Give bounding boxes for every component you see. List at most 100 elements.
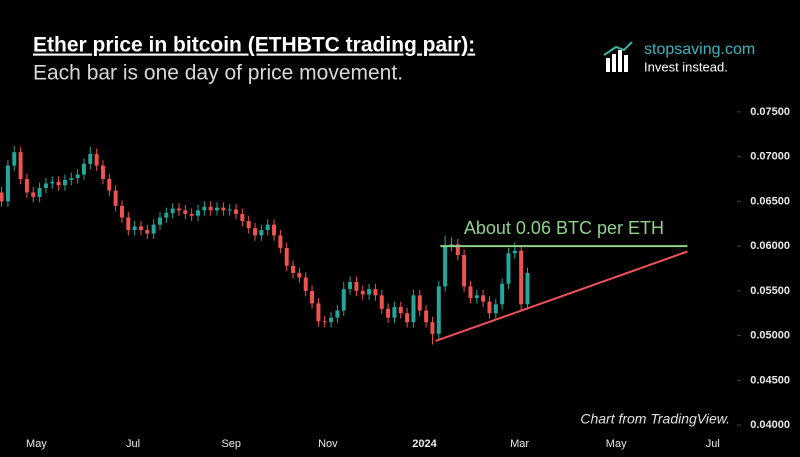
- candle-body: [272, 224, 277, 236]
- candle-body: [512, 250, 517, 254]
- candle-body: [341, 289, 346, 311]
- candle-body: [462, 255, 467, 287]
- candle-body: [487, 301, 492, 314]
- candle-body: [12, 152, 17, 166]
- candle-body: [310, 290, 315, 304]
- candle-body: [138, 226, 143, 231]
- candle-body: [234, 209, 239, 214]
- candle-body: [221, 207, 226, 211]
- candle-body: [424, 310, 429, 323]
- candle-body: [474, 295, 479, 299]
- candle-body: [56, 181, 61, 186]
- candle-body: [329, 317, 334, 323]
- candle-body: [500, 283, 505, 305]
- candle-body: [291, 265, 296, 273]
- plot-area: 0.04000 0.04500 0.05000 0.05500 0.06000 0.065…: [0, 106, 790, 450]
- y-tick-label: 0.05500: [750, 285, 790, 297]
- candle-body: [183, 210, 188, 214]
- candle-body: [316, 303, 321, 322]
- y-tick-label: 0.06000: [750, 240, 790, 252]
- candle-body: [62, 179, 67, 186]
- candle-body: [468, 286, 473, 299]
- candle-body: [94, 153, 99, 166]
- candle-body: [335, 310, 340, 318]
- candle-body: [398, 306, 403, 314]
- candle-body: [100, 165, 105, 180]
- y-tick-label: 0.04500: [750, 374, 790, 386]
- candle-body: [481, 295, 486, 302]
- candle-body: [297, 272, 302, 278]
- candle-body: [493, 304, 498, 314]
- candle-body: [278, 235, 283, 248]
- candle-body: [265, 224, 270, 231]
- candle-body: [405, 313, 410, 323]
- candle-body: [37, 187, 42, 197]
- candle-body: [227, 209, 232, 211]
- candle-body: [354, 281, 359, 291]
- candle-body: [50, 181, 55, 184]
- candle-body: [81, 163, 86, 175]
- x-tick-label: Jul: [126, 438, 140, 450]
- chart-title: Ether price in bitcoin (ETHBTC trading p…: [33, 34, 475, 57]
- candle-body: [24, 179, 29, 193]
- x-tick-label: Jul: [706, 438, 720, 450]
- brand-name: stopsaving.com: [644, 41, 755, 58]
- candle-body: [246, 221, 251, 229]
- annotation-label: About 0.06 BTC per ETH: [464, 218, 664, 238]
- candle-body: [240, 213, 245, 222]
- candle-body: [157, 217, 162, 225]
- candle-body: [348, 281, 353, 290]
- candle-body: [176, 208, 181, 211]
- candle-body: [132, 226, 137, 231]
- candle-body: [360, 290, 365, 295]
- candle-body: [69, 178, 74, 180]
- candle-body: [436, 286, 441, 334]
- candle-body: [31, 192, 36, 197]
- candle-body: [215, 207, 220, 211]
- candle-body: [189, 213, 194, 216]
- candle-body: [392, 306, 397, 318]
- x-tick-label: Nov: [318, 438, 338, 450]
- candle-body: [525, 272, 530, 305]
- candle-body: [18, 152, 23, 180]
- candle-body: [202, 206, 207, 211]
- candle-body: [75, 174, 80, 179]
- candle-body: [443, 246, 448, 287]
- x-tick-label: Mar: [510, 438, 529, 450]
- candle-body: [411, 295, 416, 323]
- candle-body: [43, 183, 48, 188]
- candle-body: [417, 295, 422, 311]
- candle-body: [455, 244, 460, 256]
- candle-body: [208, 206, 213, 211]
- candle-body: [253, 228, 258, 236]
- candle-body: [113, 190, 118, 206]
- candle-body: [151, 224, 156, 234]
- brand-logo: [603, 41, 633, 72]
- y-tick-label: 0.04000: [750, 419, 790, 431]
- candle-body: [303, 277, 308, 291]
- x-tick-label: Sep: [221, 438, 241, 450]
- y-tick-label: 0.05000: [750, 330, 790, 342]
- chart-subtitle: Each bar is one day of price movement.: [33, 62, 403, 85]
- candle-body: [379, 295, 384, 309]
- candle-body: [506, 253, 511, 284]
- candle-body: [284, 247, 289, 266]
- candle-body: [430, 322, 435, 334]
- brand-tagline: Invest instead.: [644, 59, 728, 74]
- y-tick-label: 0.06500: [750, 195, 790, 207]
- candle-body: [196, 210, 201, 216]
- x-tick-label: May: [26, 438, 47, 450]
- candle-body: [145, 230, 150, 234]
- candle-body: [5, 165, 10, 202]
- x-tick-label: 2024: [412, 438, 437, 450]
- candle-body: [88, 153, 93, 164]
- candle-body: [367, 289, 372, 295]
- candle-body: [119, 205, 124, 218]
- x-tick-label: May: [606, 438, 627, 450]
- y-tick-label: 0.07500: [750, 106, 790, 118]
- candle-body: [126, 217, 131, 231]
- candle-body: [386, 308, 391, 318]
- candle-body: [170, 208, 175, 214]
- candle-body: [322, 321, 327, 323]
